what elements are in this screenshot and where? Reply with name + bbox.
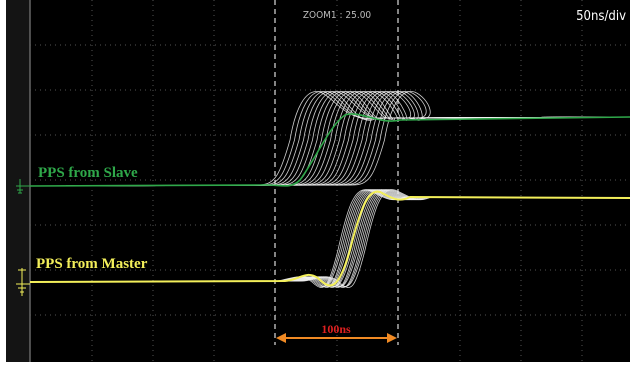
slave-label: PPS from Slave [38, 165, 138, 181]
left-margin [6, 0, 30, 362]
oscilloscope-screen: ZOOM1 : 25.00 50ns/div PPS from Slave PP… [0, 0, 636, 367]
screen-background [6, 0, 630, 362]
zoom-label: ZOOM1 : 25.00 [303, 10, 372, 21]
master-label: PPS from Master [36, 256, 148, 272]
timebase: 50ns/div [576, 9, 626, 24]
measurement-label: 100ns [321, 322, 351, 336]
